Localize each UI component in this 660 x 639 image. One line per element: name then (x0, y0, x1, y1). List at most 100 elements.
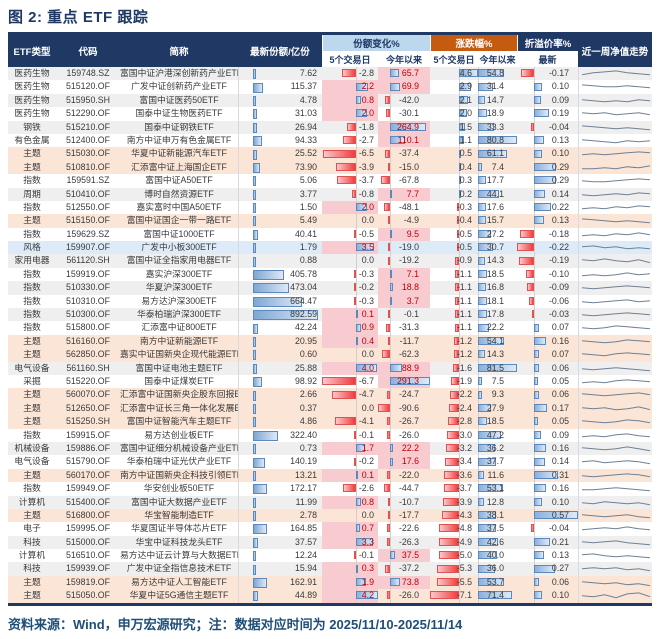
sparkline-cell (578, 589, 652, 603)
cell-value: 13.21 (294, 469, 317, 480)
price-change-ytd-cell: 11.6 (478, 468, 517, 483)
cell-value: 2.2 (361, 81, 374, 92)
positive-data-bar (533, 162, 557, 171)
price-change-5d-cell: -3.4 (430, 455, 478, 469)
table-row: 医药生物 515950.SH 富国中证医药50ETF 4.78 0.8 -42.0 2.1 1… (8, 93, 652, 108)
negative-data-bar (454, 350, 460, 359)
zero-axis-line (459, 575, 461, 590)
cell-value: -0.09 (548, 282, 569, 293)
table-row: 主题 516160.OF 南方中证新能源ETF 20.95 0.4 -11.7 -1.2 54… (8, 334, 652, 349)
price-change-5d-cell: 0.2 (430, 187, 478, 201)
table-row: 钢铁 515210.OF 国泰中证钢铁ETF 26.94 -1.8 264.9 1.5 33.… (8, 120, 652, 134)
zero-axis-line (459, 535, 461, 550)
cell-value: -37.2 (398, 563, 419, 574)
positive-data-bar (533, 337, 547, 345)
price-change-ytd-cell: 44.1 (478, 187, 517, 201)
cell-value: -19.2 (398, 255, 419, 266)
cell-value: -26.3 (398, 536, 419, 547)
price-change-5d-cell: -4.8 (430, 522, 478, 536)
price-change-ytd-cell: 18.5 (478, 267, 517, 282)
positive-data-bar (356, 337, 359, 345)
table-row: 主题 516800.OF 华宝智能制造ETF 2.78 0.0 -17.7 -4.3 38.1… (8, 508, 652, 523)
cell-value: 15.7 (486, 215, 504, 226)
cell-value: 27.2 (486, 228, 504, 239)
cell-value: 0.22 (551, 201, 569, 212)
cell-value: 36.2 (486, 442, 504, 453)
etf-name-cell: 富国中证细分机械设备产业ETF (120, 442, 238, 453)
price-change-ytd-cell: 15.7 (478, 214, 517, 228)
share-change-5d-cell: 0.8 (322, 93, 378, 108)
table-row: 主题 515150.OF 富国中证国企一带一路ETF 5.49 0.0 -4.9 -0.4 1… (8, 214, 652, 228)
shares-data-bar (253, 377, 263, 388)
sparkline-chart (582, 432, 650, 437)
share-change-ytd-cell: 291.3 (378, 374, 430, 389)
share-change-ytd-cell: -15.0 (378, 160, 430, 175)
sparkline-cell (578, 308, 652, 322)
cell-value: -1.1 (456, 322, 472, 333)
sparkline-chart (582, 84, 650, 89)
etf-name-cell: 易方达创业板ETF (144, 429, 214, 440)
price-change-5d-cell: -0.4 (430, 214, 478, 228)
shares-cell: 664.47 (238, 294, 322, 309)
price-change-5d-cell: -5.0 (430, 549, 478, 563)
share-change-ytd-cell: -24.7 (378, 388, 430, 402)
shares-data-bar (253, 591, 259, 602)
positive-data-bar (356, 564, 359, 573)
sparkline-chart (582, 526, 650, 531)
positive-data-bar (478, 484, 504, 493)
share-change-ytd-cell: 73.8 (378, 575, 430, 590)
shares-data-bar (253, 497, 256, 508)
zero-axis-line (533, 308, 535, 322)
etf-type-cell: 主题 (23, 349, 41, 360)
etf-code-cell: 515000.OF (65, 536, 110, 547)
etf-code-cell: 516510.OF (65, 550, 110, 561)
zero-axis-line (459, 294, 461, 309)
negative-data-bar (343, 484, 357, 493)
positive-data-bar (478, 564, 496, 573)
shares-cell: 20.95 (238, 334, 322, 349)
negative-data-bar (387, 470, 391, 479)
etf-code-cell: 515400.OF (65, 496, 110, 507)
positive-data-bar (533, 390, 539, 399)
price-change-ytd-cell: 40.0 (478, 549, 517, 563)
cell-value: 0.5 (459, 148, 472, 159)
share-change-ytd-cell: -62.3 (378, 348, 430, 362)
negative-data-bar (519, 256, 534, 265)
premium-rate-cell: 0.19 (517, 107, 578, 121)
zero-axis-line (533, 267, 535, 282)
cell-value: 0.27 (551, 563, 569, 574)
cell-value: 9.5 (406, 228, 419, 239)
shares-cell: 44.89 (238, 589, 322, 603)
share-change-ytd-cell: -19.2 (378, 254, 430, 268)
group-header-pct-change: 涨跌幅% (430, 35, 517, 51)
etf-type-cell: 家用电器 (14, 255, 50, 266)
etf-code-cell: 561160.SH (66, 362, 110, 373)
cell-value: 0.7 (361, 523, 374, 534)
etf-name-cell: 华夏国证半导体芯片ETF (131, 523, 227, 534)
cell-value: 9.3 (491, 389, 504, 400)
shares-data-bar (253, 243, 256, 254)
negative-data-bar (451, 377, 460, 386)
positive-data-bar (478, 363, 517, 372)
cell-value: -0.9 (456, 255, 472, 266)
cell-value: 0.17 (551, 402, 569, 413)
cell-value: 0.37 (299, 402, 317, 413)
cell-value: 1.79 (299, 242, 317, 253)
sparkline-cell (578, 535, 652, 550)
header-groups: 份额变化% 涨跌幅% 折溢价率% 5个交易日 今年以来 5个交易日 今年以来 最… (322, 35, 578, 67)
cell-value: 18.9 (486, 108, 504, 119)
share-change-5d-cell: 0.0 (322, 254, 378, 268)
etf-type-cell: 计算机 (18, 550, 46, 561)
shares-data-bar (253, 363, 257, 374)
etf-name-cell: 南方中证申万有色金属ETF (126, 134, 232, 145)
negative-data-bar (436, 578, 460, 587)
cell-value: -3.7 (456, 483, 472, 494)
price-change-5d-cell: -5.5 (430, 575, 478, 590)
premium-rate-cell: -0.04 (517, 120, 578, 134)
zero-axis-line (356, 281, 358, 295)
shares-data-bar (253, 578, 267, 589)
sparkline-chart (582, 112, 650, 116)
etf-type-cell: 主题 (23, 402, 41, 413)
cell-value: 473.04 (290, 282, 317, 293)
positive-data-bar (533, 417, 538, 426)
